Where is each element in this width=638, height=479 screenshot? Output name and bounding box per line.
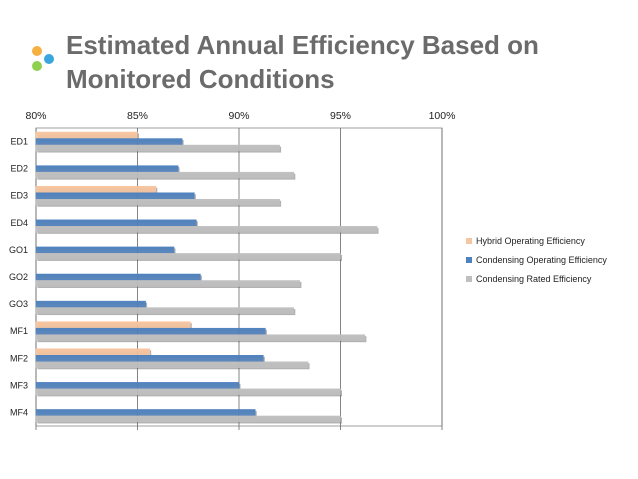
- x-tick-label: 100%: [429, 110, 456, 122]
- category-label: GO1: [9, 245, 28, 255]
- category-label: GO2: [9, 272, 28, 282]
- legend-swatch: [466, 257, 472, 263]
- bar-condensing-operating-efficiency-go2: [35, 273, 201, 281]
- legend-label: Hybrid Operating Efficiency: [476, 236, 585, 246]
- bar-condensing-rated-efficiency-ed2: [35, 171, 295, 179]
- category-label: GO3: [9, 299, 28, 309]
- bar-condensing-rated-efficiency-ed4: [35, 226, 378, 233]
- category-label: MF2: [10, 353, 28, 363]
- title-line-1: Estimated Annual Efficiency Based on: [66, 30, 539, 60]
- bar-condensing-rated-efficiency-go1: [35, 253, 341, 260]
- bar-hybrid-operating-efficiency-mf1: [35, 321, 191, 328]
- orange-dot-icon: [32, 46, 42, 56]
- bar-hybrid-operating-efficiency-ed1: [35, 131, 138, 139]
- bar-condensing-rated-efficiency-ed1: [35, 144, 280, 152]
- bar-condensing-operating-efficiency-mf1: [35, 327, 266, 335]
- bar-condensing-rated-efficiency-mf4: [35, 415, 341, 423]
- category-label: MF3: [10, 380, 28, 390]
- legend-label: Condensing Operating Efficiency: [476, 255, 607, 265]
- bar-hybrid-operating-efficiency-mf2: [35, 348, 150, 356]
- bar-condensing-rated-efficiency-mf1: [35, 334, 366, 341]
- bar-condensing-operating-efficiency-mf3: [35, 382, 240, 389]
- legend-swatch: [466, 276, 472, 282]
- category-label: ED4: [10, 218, 28, 228]
- x-tick-label: 95%: [330, 110, 351, 122]
- bar-condensing-operating-efficiency-ed2: [35, 165, 179, 172]
- bar-condensing-operating-efficiency-mf4: [35, 409, 256, 416]
- bar-condensing-operating-efficiency-ed3: [35, 192, 195, 199]
- bar-condensing-operating-efficiency-ed4: [35, 219, 197, 227]
- x-tick-label: 90%: [228, 110, 249, 122]
- bar-condensing-rated-efficiency-go3: [35, 307, 295, 314]
- category-label: ED1: [10, 137, 28, 147]
- bar-condensing-operating-efficiency-ed1: [35, 138, 183, 145]
- bar-condensing-rated-efficiency-mf3: [35, 388, 341, 396]
- bar-condensing-operating-efficiency-mf2: [35, 355, 264, 362]
- bar-hybrid-operating-efficiency-ed3: [35, 185, 157, 193]
- category-label: ED2: [10, 164, 28, 174]
- category-label: MF4: [10, 407, 28, 417]
- category-label: MF1: [10, 326, 28, 336]
- x-tick-label: 80%: [25, 110, 46, 122]
- green-dot-icon: [32, 61, 42, 71]
- blue-dot-icon: [44, 54, 54, 64]
- slide-title: Estimated Annual Efficiency Based on Mon…: [66, 28, 626, 96]
- bar-condensing-rated-efficiency-ed3: [35, 198, 280, 206]
- title-line-2: Monitored Conditions: [66, 64, 335, 94]
- x-tick-label: 85%: [127, 110, 148, 122]
- bar-condensing-operating-efficiency-go1: [35, 246, 175, 254]
- category-label: ED3: [10, 191, 28, 201]
- bar-condensing-rated-efficiency-go2: [35, 280, 301, 287]
- bar-condensing-operating-efficiency-go3: [35, 300, 146, 308]
- legend-label: Condensing Rated Efficiency: [476, 274, 592, 284]
- bar-condensing-rated-efficiency-mf2: [35, 361, 309, 369]
- legend-swatch: [466, 238, 472, 244]
